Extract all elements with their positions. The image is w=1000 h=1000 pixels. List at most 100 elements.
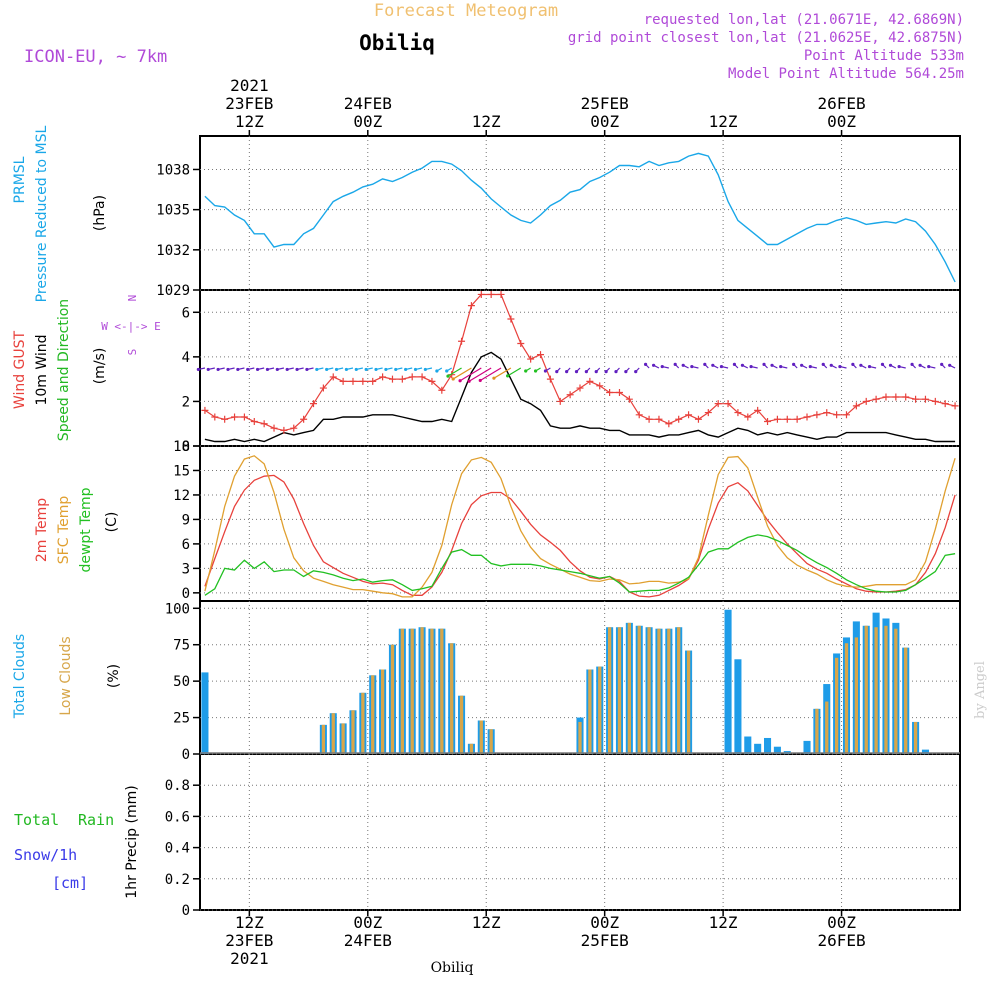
gust-marker [379, 373, 387, 381]
wind-direction-arrowhead [305, 367, 309, 372]
gust-marker [428, 377, 436, 385]
low-cloud-bar [489, 729, 493, 754]
wind-unit: (m/s) [92, 348, 108, 385]
low-cloud-bar [341, 723, 345, 754]
precip-tick-label: 0.6 [165, 809, 190, 825]
total-cloud-bar [724, 609, 732, 754]
time-axis-label: 25FEB [581, 94, 629, 113]
wind-direction-arrowhead [196, 367, 200, 372]
gust-marker [862, 397, 870, 405]
low-clouds-label: Low Clouds [58, 636, 74, 715]
gust-marker [606, 389, 614, 397]
clouds-tick-label: 100 [165, 601, 190, 617]
low-cloud-bar [904, 647, 908, 754]
gust-marker [221, 415, 229, 423]
grid-point-coords: grid point closest lon,lat (21.0625E, 42… [568, 30, 964, 46]
gust-marker [546, 375, 554, 383]
wind-direction-arrowhead [584, 370, 588, 374]
wind-direction-arrowhead [851, 362, 855, 366]
gust-marker [625, 395, 633, 403]
pressure-label-prmsl: PRMSL [12, 156, 28, 203]
gust-marker [852, 402, 860, 410]
gust-marker [319, 384, 327, 392]
gust-marker [359, 377, 367, 385]
gust-marker [260, 420, 268, 428]
wind-direction-arrowhead [423, 367, 427, 372]
low-cloud-bar [440, 628, 444, 754]
clouds-tick-label: 0 [182, 747, 190, 763]
low-cloud-bar [825, 701, 829, 754]
wind-direction-arrowhead [334, 367, 339, 372]
location-title: Obiliq [359, 31, 435, 55]
wind-direction-arrowhead [315, 367, 319, 372]
low-cloud-bar [450, 643, 454, 754]
wind-direction-arrowhead [673, 362, 677, 366]
compass-n: N [126, 295, 139, 302]
low-cloud-bar [815, 708, 819, 754]
requested-coords: requested lon,lat (21.0671E, 42.6869N) [644, 12, 964, 28]
gust-marker [931, 397, 939, 405]
wind-direction-arrowhead [344, 367, 349, 372]
wind-direction-arrowhead [800, 363, 804, 367]
footer-location: Obiliq [431, 960, 474, 976]
wind-direction-arrowhead [703, 362, 707, 366]
wind-direction-arrowhead [888, 363, 893, 367]
wind-direction-arrowhead [614, 370, 618, 374]
gust-marker [329, 373, 337, 381]
gust-marker [714, 400, 722, 408]
wind-direction-arrowhead [565, 370, 569, 374]
gust-marker [507, 315, 515, 323]
low-cloud-bar [686, 650, 691, 754]
wind-direction-arrowhead [624, 370, 628, 374]
total-cloud-bar [201, 672, 209, 754]
gust-marker [694, 415, 702, 423]
gust-marker [517, 339, 525, 347]
wind-direction-arrowhead [413, 367, 418, 372]
pressure-unit: (hPa) [92, 195, 108, 231]
gust-marker [685, 411, 693, 419]
gust-marker [270, 424, 278, 432]
wind-tick-label: 6 [182, 305, 190, 321]
wind-direction-arrowhead [404, 367, 408, 372]
precip-cm-label: [cm] [52, 874, 88, 892]
wind-direction-arrowhead [711, 363, 715, 367]
precip-snow-label: Snow/1h [14, 846, 77, 864]
model-label: ICON-EU, ~ 7km [24, 47, 167, 67]
gust-marker [675, 415, 683, 423]
gust-marker [418, 373, 426, 381]
gust-marker [310, 400, 318, 408]
clouds-tick-label: 25 [173, 711, 190, 727]
time-axis-label: 12Z [472, 112, 501, 131]
time-axis-label: 12Z [235, 913, 264, 932]
gust-marker [527, 355, 535, 363]
low-cloud-bar [884, 625, 888, 754]
gust-marker [487, 290, 495, 298]
low-cloud-bar [578, 721, 582, 754]
wind-direction-arrowhead [206, 367, 210, 372]
precip-tick-label: 0 [182, 903, 190, 919]
gust-marker [388, 375, 396, 383]
panel-frames [199, 135, 961, 911]
gust-marker [556, 397, 564, 405]
low-cloud-bar [864, 625, 868, 754]
wind-direction-arrow [452, 367, 472, 380]
gust-marker [902, 393, 910, 401]
low-cloud-bar [598, 666, 602, 754]
gust-marker [734, 409, 742, 417]
precip-total-label: Total [14, 811, 59, 829]
precip-panel-frame [199, 753, 961, 911]
wind-direction-arrowhead [285, 367, 289, 372]
wind-direction-arrowhead [226, 367, 230, 372]
wind-direction-arrowhead [236, 367, 240, 372]
total-cloud-bar [803, 740, 811, 754]
temp-tick-label: 18 [173, 439, 190, 455]
wind-direction-arrowhead [364, 367, 368, 372]
precip-tick-label: 0.8 [165, 778, 190, 794]
wind-direction-arrow [447, 367, 462, 377]
axis-ticks: 1029103210351038024603691215180255075100… [156, 130, 843, 919]
pressure-tick-label: 1032 [156, 243, 190, 259]
total-cloud-bar [744, 736, 752, 754]
time-axis-label: 23FEB [225, 931, 273, 950]
gust-marker [369, 377, 377, 385]
